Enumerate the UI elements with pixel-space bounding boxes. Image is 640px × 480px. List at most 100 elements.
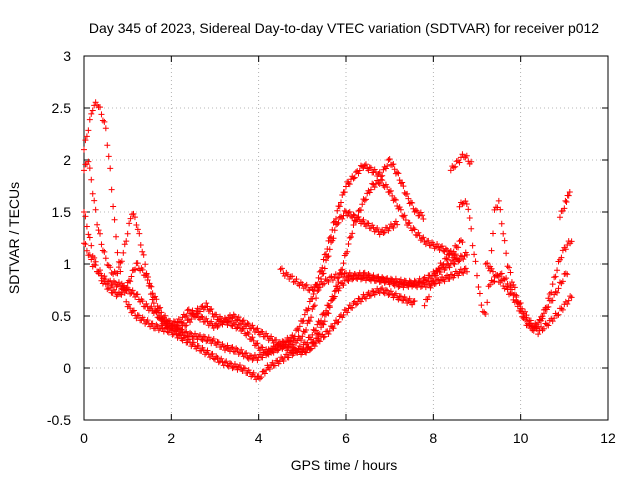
data-point	[385, 156, 392, 163]
data-point	[253, 340, 260, 347]
data-point	[278, 265, 285, 272]
data-point	[357, 207, 364, 214]
data-point	[462, 198, 469, 205]
data-point	[559, 207, 566, 214]
data-point	[284, 343, 291, 350]
data-point	[259, 328, 266, 335]
y-tick-label: 0.5	[52, 308, 72, 324]
data-point	[254, 325, 261, 332]
data-point	[129, 308, 136, 315]
data-point	[303, 327, 310, 334]
data-point	[444, 256, 451, 263]
data-point	[420, 234, 427, 241]
data-point	[468, 225, 475, 232]
data-point	[102, 281, 109, 288]
y-tick-label: 3	[63, 48, 71, 64]
data-point	[391, 166, 398, 173]
data-point	[356, 167, 363, 174]
data-point	[115, 279, 122, 286]
data-point	[507, 282, 514, 289]
data-point	[446, 275, 453, 282]
data-point	[309, 286, 316, 293]
data-point	[444, 272, 451, 279]
data-point	[330, 325, 337, 332]
data-point	[107, 285, 114, 292]
data-point	[254, 357, 261, 364]
data-point	[414, 208, 421, 215]
data-point	[324, 277, 331, 284]
data-point	[554, 267, 561, 274]
data-point	[241, 365, 248, 372]
data-point	[142, 261, 149, 268]
data-point	[466, 215, 473, 221]
data-point	[556, 279, 563, 286]
data-point	[82, 213, 89, 220]
data-point	[274, 347, 281, 354]
data-point	[118, 285, 125, 292]
data-point	[331, 227, 338, 234]
data-point	[281, 273, 288, 280]
data-point	[266, 366, 273, 373]
data-point	[344, 212, 351, 219]
data-point	[510, 281, 517, 288]
data-point	[229, 344, 236, 351]
data-point	[506, 291, 513, 298]
data-point	[239, 325, 246, 332]
data-point	[183, 328, 190, 335]
data-point	[92, 262, 99, 269]
data-point	[92, 99, 99, 106]
data-point	[325, 310, 332, 317]
data-point	[385, 291, 392, 298]
grid	[84, 56, 608, 420]
data-point	[543, 321, 550, 328]
data-point	[392, 275, 399, 282]
data-point	[513, 292, 520, 299]
data-point	[330, 235, 337, 242]
data-point	[400, 213, 407, 220]
data-point	[129, 287, 136, 294]
data-point	[376, 169, 383, 176]
data-point	[131, 214, 138, 221]
data-point	[422, 284, 429, 291]
y-tick-label: 2.5	[52, 100, 72, 116]
data-point	[208, 305, 215, 312]
data-point	[362, 161, 369, 168]
data-point	[362, 196, 369, 203]
data-point	[250, 337, 257, 344]
data-point	[436, 265, 443, 272]
data-point	[147, 282, 154, 289]
data-point	[357, 298, 364, 305]
data-point	[468, 158, 475, 165]
data-point	[144, 277, 151, 284]
data-point	[340, 311, 347, 318]
data-point	[235, 321, 242, 328]
data-point	[195, 342, 202, 349]
data-point	[412, 207, 419, 214]
data-point	[210, 325, 217, 332]
data-point	[244, 329, 251, 336]
data-point	[404, 190, 411, 197]
data-point	[271, 362, 278, 369]
data-point	[104, 142, 111, 149]
data-point	[552, 273, 559, 280]
data-point	[309, 295, 316, 302]
data-point	[554, 312, 561, 319]
data-point	[444, 247, 451, 254]
data-point	[238, 346, 245, 353]
data-point	[517, 300, 524, 307]
data-point	[81, 167, 87, 174]
data-point	[361, 162, 368, 169]
data-point	[482, 261, 489, 267]
data-point	[463, 201, 470, 208]
x-tick-label: 8	[429, 430, 437, 446]
data-point	[562, 197, 569, 204]
data-point	[484, 299, 491, 306]
data-point	[295, 327, 302, 334]
data-point	[406, 219, 413, 226]
data-point	[355, 213, 362, 220]
data-point	[214, 354, 221, 361]
data-point	[543, 306, 550, 313]
data-point	[150, 300, 157, 307]
data-point	[86, 251, 93, 258]
data-point	[81, 240, 87, 247]
